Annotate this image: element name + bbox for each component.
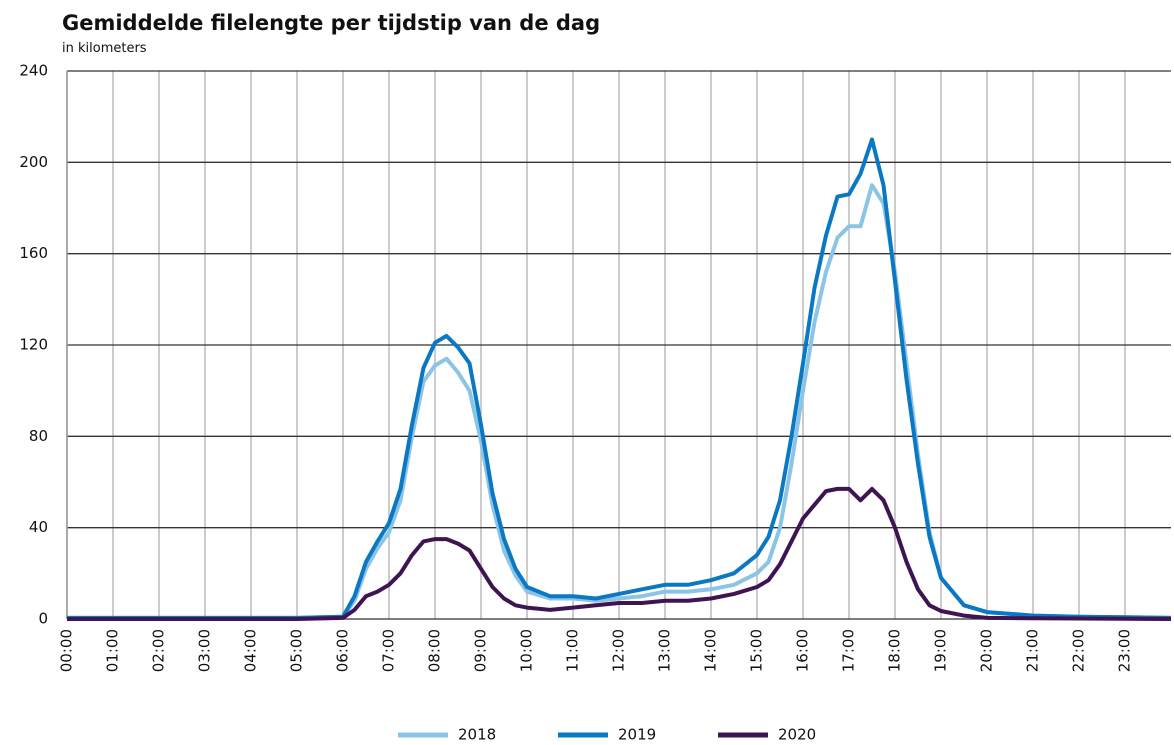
- x-tick-label: 07:00: [380, 629, 398, 672]
- x-tick-label: 04:00: [242, 629, 260, 672]
- x-tick-label: 22:00: [1070, 629, 1088, 672]
- data-line: [67, 137, 1172, 620]
- x-tick-label: 21:00: [1024, 629, 1042, 672]
- x-tick-label: 06:00: [334, 629, 352, 672]
- legend-label: 2020: [778, 726, 816, 744]
- x-tick-label: 23:00: [1116, 629, 1134, 672]
- x-tick-label: 11:00: [564, 629, 582, 672]
- x-tick-label: 01:00: [104, 629, 122, 672]
- chart-subtitle: in kilometers: [62, 41, 147, 56]
- x-tick-label: 16:00: [794, 629, 812, 672]
- x-tick-label: 12:00: [610, 629, 628, 672]
- y-tick-label: 0: [38, 610, 48, 628]
- legend-label: 2019: [618, 726, 656, 744]
- y-tick-label: 120: [19, 336, 48, 354]
- x-tick-label: 05:00: [288, 629, 306, 672]
- x-tick-label: 10:00: [518, 629, 536, 672]
- x-tick-label: 09:00: [472, 629, 490, 672]
- y-tick-label: 40: [29, 518, 48, 536]
- legend-label: 2018: [458, 726, 496, 744]
- x-tick-label: 14:00: [702, 629, 720, 672]
- x-tick-label: 20:00: [978, 629, 996, 672]
- y-tick-label: 200: [19, 153, 48, 171]
- x-tick-label: 00:00: [58, 629, 76, 672]
- x-tick-label: 15:00: [748, 629, 766, 672]
- y-tick-label: 240: [19, 62, 48, 80]
- y-tick-label: 160: [19, 244, 48, 262]
- x-tick-label: 03:00: [196, 629, 214, 672]
- x-tick-label: 08:00: [426, 629, 444, 672]
- x-tick-label: 02:00: [150, 629, 168, 672]
- x-tick-label: 18:00: [886, 629, 904, 672]
- x-tick-label: 17:00: [840, 629, 858, 672]
- chart-title: Gemiddelde filelengte per tijdstip van d…: [62, 11, 600, 35]
- y-tick-label: 80: [29, 427, 48, 445]
- data-line: [67, 486, 1172, 621]
- x-tick-label: 13:00: [656, 629, 674, 672]
- x-tick-label: 19:00: [932, 629, 950, 672]
